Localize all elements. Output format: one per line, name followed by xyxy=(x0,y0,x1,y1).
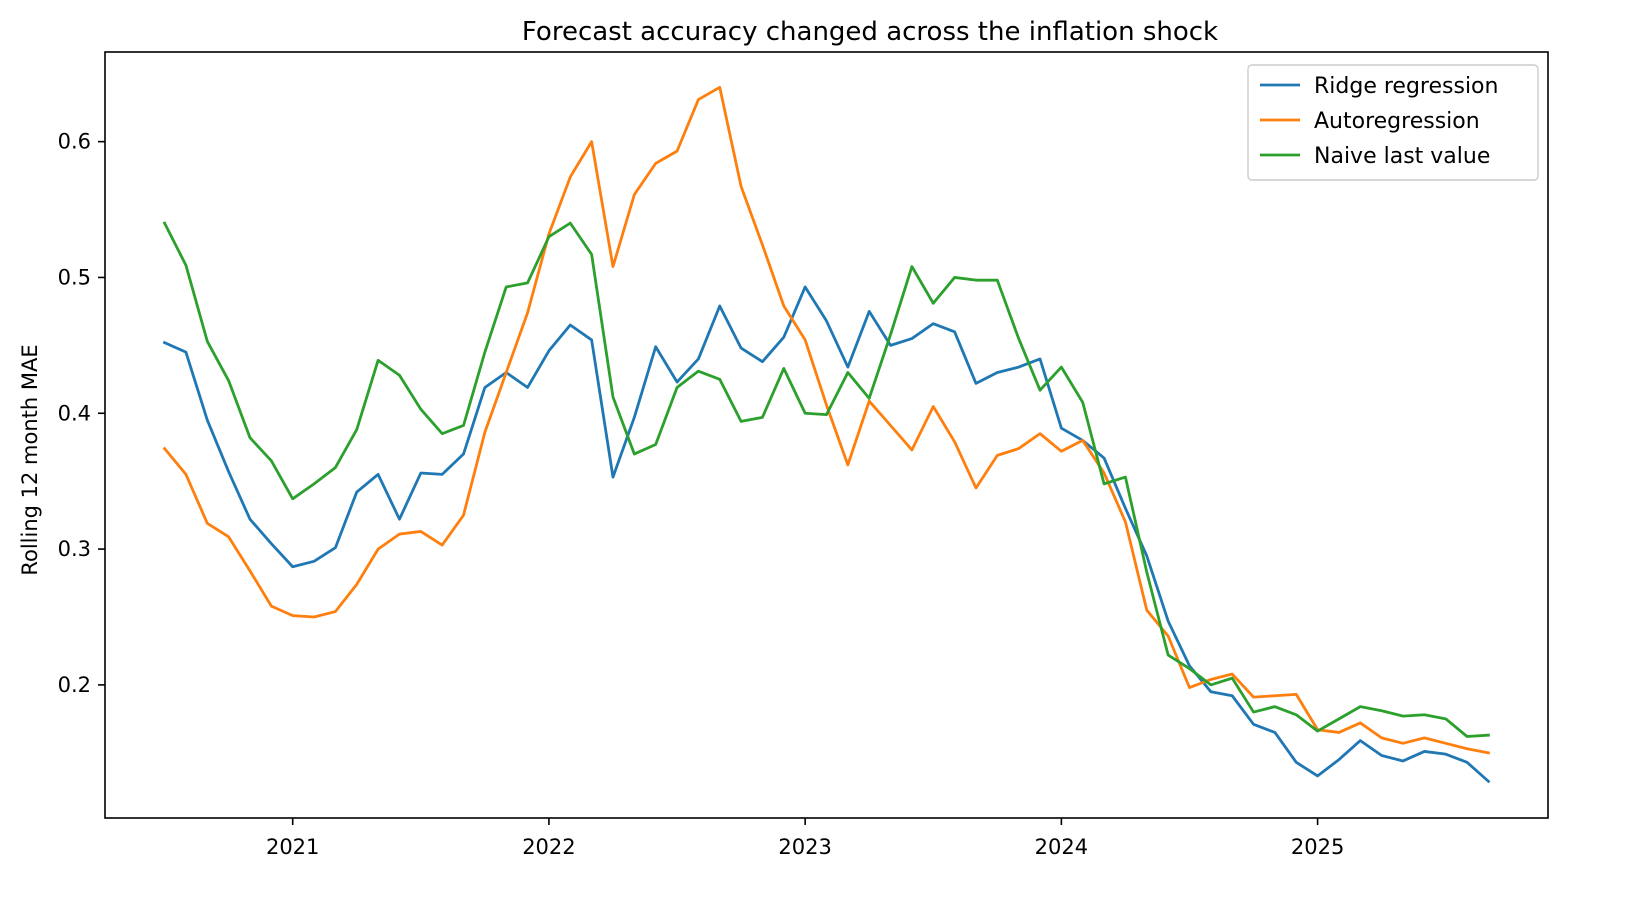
legend-label-2: Naive last value xyxy=(1314,144,1490,169)
series-line-2 xyxy=(162,221,1490,738)
y-tick-label: 0.2 xyxy=(58,673,91,697)
x-tick-label: 2025 xyxy=(1291,835,1344,859)
legend-box xyxy=(1247,64,1539,181)
x-tick-label: 2022 xyxy=(522,835,575,859)
y-tick-label: 0.3 xyxy=(58,537,91,561)
legend-label-0: Ridge regression xyxy=(1314,74,1498,99)
x-tick-label: 2024 xyxy=(1035,835,1088,859)
legend-label-1: Autoregression xyxy=(1314,109,1480,134)
y-tick-label: 0.6 xyxy=(58,130,91,154)
y-axis-label: Rolling 12 month MAE xyxy=(18,344,42,575)
legend: Ridge regression Autoregression Naive last… xyxy=(1247,64,1539,181)
y-tick-label: 0.5 xyxy=(58,265,91,289)
y-tick-label: 0.4 xyxy=(58,401,91,425)
plot-frame xyxy=(104,51,1549,819)
x-tick-label: 2023 xyxy=(778,835,831,859)
chart-title: Forecast accuracy changed across the inf… xyxy=(522,17,1218,47)
series-line-1 xyxy=(162,85,1491,755)
series-layer xyxy=(162,85,1491,784)
x-tick-label: 2021 xyxy=(266,835,319,859)
axes-layer: 0.2 0.3 0.4 0.5 0.6 2021 2022 2023 2024 2025 xyxy=(58,51,1549,859)
series-line-0 xyxy=(162,285,1491,784)
